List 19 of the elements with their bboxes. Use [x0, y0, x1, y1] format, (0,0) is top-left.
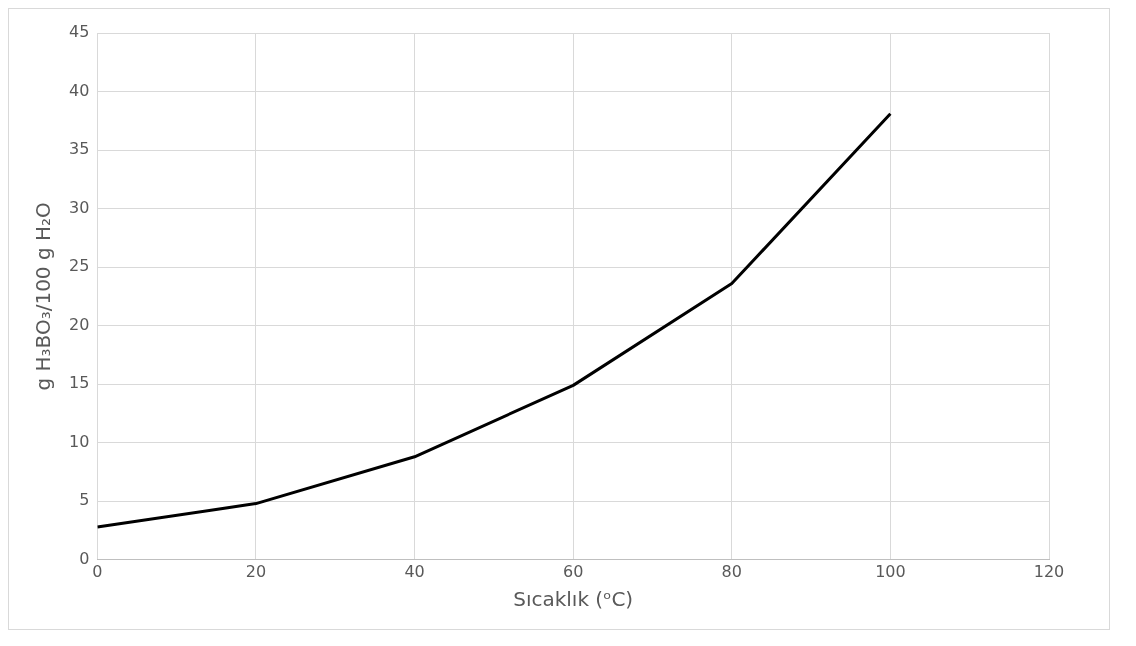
x-tick-label: 0: [92, 561, 103, 581]
x-tick-label: 80: [721, 561, 742, 581]
y-axis-title: g H₃BO₃/100 g H₂O: [31, 202, 56, 391]
x-tick-label: 40: [404, 561, 425, 581]
y-tick-label: 30: [69, 197, 90, 217]
y-tick-label: 10: [69, 431, 90, 451]
y-tick-label: 25: [69, 256, 90, 276]
y-tick-label: 0: [79, 548, 90, 568]
x-tick-label: 20: [245, 561, 267, 581]
y-tick-label: 5: [79, 490, 90, 510]
x-tick-label: 100: [875, 561, 906, 581]
x-tick-label: 120: [1033, 561, 1065, 581]
x-axis-title: Sıcaklık (ᵒC): [513, 587, 634, 612]
y-tick-label: 35: [69, 139, 90, 159]
y-tick-label: 40: [69, 80, 90, 100]
y-tick-label: 15: [69, 373, 90, 393]
y-tick-label: 20: [69, 314, 90, 334]
y-tick-label: 45: [69, 22, 90, 42]
x-tick-label: 60: [563, 561, 584, 581]
